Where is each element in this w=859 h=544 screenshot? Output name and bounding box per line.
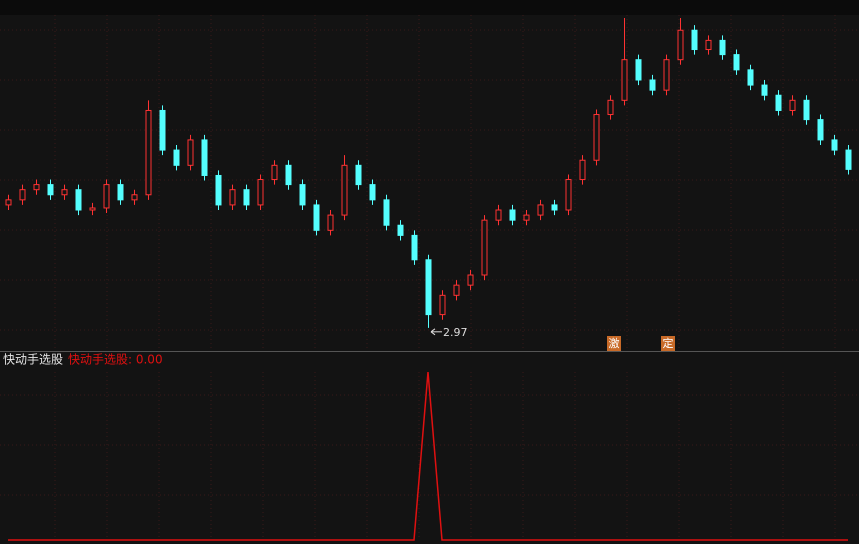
candle-body <box>439 294 446 316</box>
candle-body <box>537 204 544 216</box>
candle-body <box>579 159 586 181</box>
candle-body <box>257 179 264 206</box>
candle-body <box>663 59 670 91</box>
candle-body <box>33 184 40 191</box>
low-label: 2.97 <box>443 326 468 339</box>
candle-body <box>145 109 152 196</box>
indicator-line <box>8 371 848 541</box>
candle-body <box>201 139 208 176</box>
candle-body <box>775 94 782 111</box>
annotation-arrowhead <box>430 328 436 336</box>
candle-body <box>705 39 712 51</box>
candle-body <box>719 39 726 56</box>
grid <box>0 15 859 540</box>
candle-body <box>89 207 96 211</box>
candle-body <box>467 274 474 286</box>
candle-body <box>495 209 502 221</box>
candle-body <box>747 69 754 86</box>
candle-body <box>677 29 684 61</box>
candle-body <box>425 259 432 316</box>
candle-body <box>243 189 250 206</box>
candle-body <box>19 189 26 201</box>
candle-body <box>593 114 600 161</box>
candle-body <box>285 164 292 186</box>
candle-body <box>453 284 460 296</box>
candle-body <box>845 149 852 170</box>
candle-body <box>327 214 334 231</box>
candle-body <box>397 224 404 236</box>
candle-body <box>831 139 838 151</box>
candle-body <box>103 184 110 209</box>
candle-body <box>817 119 824 141</box>
candle-body <box>47 184 54 196</box>
candle-body <box>523 214 530 221</box>
candle-body <box>607 99 614 116</box>
candle-body <box>803 99 810 121</box>
badge: 激 <box>609 336 620 350</box>
candle-body <box>271 164 278 181</box>
candle-body <box>61 189 68 196</box>
candle-body <box>691 29 698 51</box>
indicator-title: 快动手选股 <box>3 353 63 367</box>
candle-body <box>789 99 796 111</box>
candle-body <box>383 199 390 226</box>
badge-box <box>607 336 621 351</box>
candle-body <box>299 184 306 206</box>
candle-body <box>621 59 628 101</box>
badge: 定 <box>663 336 674 350</box>
candle-body <box>131 194 138 201</box>
candle-body <box>5 199 12 206</box>
badge-box <box>661 336 675 351</box>
candle-body <box>481 219 488 276</box>
candle-body <box>75 189 82 211</box>
indicator-reading: 快动手选股: 0.00 <box>68 353 163 367</box>
candle-body <box>761 84 768 96</box>
candle-body <box>187 139 194 166</box>
candle-body <box>313 204 320 231</box>
candle-body <box>159 109 166 151</box>
candle-body <box>649 79 656 91</box>
candle-body <box>341 164 348 216</box>
candle-body <box>117 184 124 201</box>
top-strip <box>0 0 859 15</box>
candle-body <box>509 209 516 221</box>
candle-body <box>733 54 740 71</box>
candle-body <box>565 179 572 211</box>
candle-body <box>369 184 376 201</box>
candle-body <box>173 149 180 166</box>
candle-body <box>229 189 236 206</box>
candle-body <box>355 164 362 186</box>
candle-body <box>411 234 418 261</box>
candle-body <box>551 204 558 211</box>
candle-body <box>635 59 642 81</box>
candle-body <box>215 174 222 206</box>
